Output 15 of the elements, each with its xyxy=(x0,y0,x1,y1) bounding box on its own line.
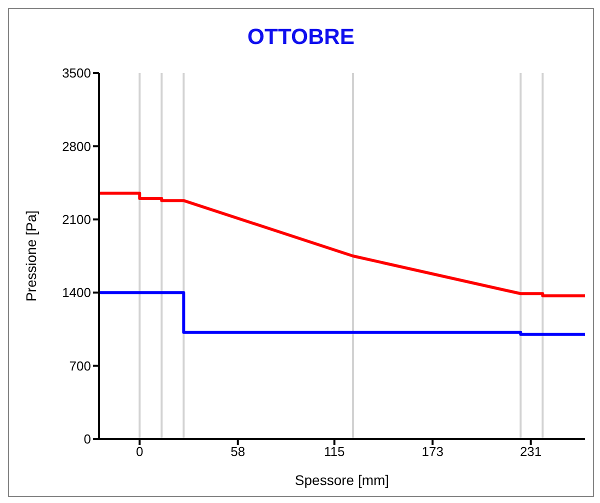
x-tick-label: 231 xyxy=(520,444,542,460)
x-tick-label: 0 xyxy=(136,444,144,460)
y-axis-title: Pressione [Pa] xyxy=(22,210,39,302)
y-tick-label: 2100 xyxy=(62,212,91,228)
y-tick-label: 0 xyxy=(84,432,91,447)
x-axis-title: Spessore [mm] xyxy=(294,472,390,488)
y-tick-label: 1400 xyxy=(62,285,91,300)
y-tick-label: 700 xyxy=(69,358,91,374)
chart-title: OTTOBRE xyxy=(246,23,356,51)
line-series xyxy=(99,192,585,298)
y-tick-label: 2800 xyxy=(62,138,91,154)
y-tick-label: 3500 xyxy=(62,66,91,81)
x-tick-label: 115 xyxy=(324,444,345,460)
x-tick-label: 173 xyxy=(422,444,444,460)
x-tick-label: 58 xyxy=(230,444,246,460)
